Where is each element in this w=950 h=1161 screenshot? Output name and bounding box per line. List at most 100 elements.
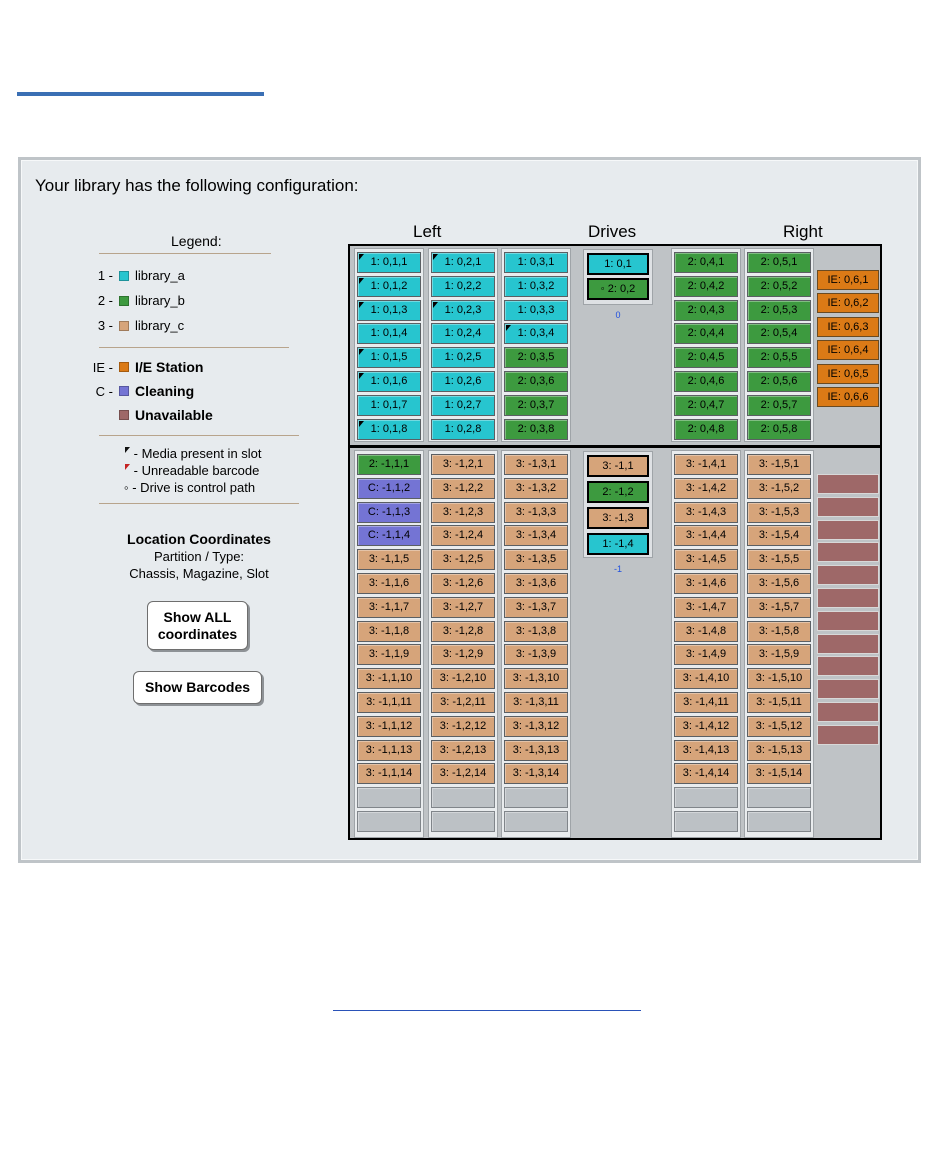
slot[interactable]: 3: -1,3,5	[504, 549, 568, 571]
slot[interactable]: 2: 0,5,1	[747, 252, 811, 273]
slot[interactable]: 3: -1,5,7	[747, 596, 811, 618]
empty-slot[interactable]	[747, 811, 811, 832]
slot[interactable]: 2: 0,5,5	[747, 347, 811, 369]
slot[interactable]: 3: -1,4,5	[674, 549, 738, 571]
slot[interactable]: 3: -1,2,4	[431, 525, 495, 547]
slot[interactable]: 3: -1,2,3	[431, 501, 495, 523]
slot[interactable]: 3: -1,3,7	[504, 596, 568, 618]
slot[interactable]: 1: 0,2,4	[431, 323, 495, 345]
slot[interactable]: 1: 0,2,5	[431, 347, 495, 369]
drive[interactable]: 3: -1,3	[587, 507, 649, 529]
slot[interactable]: 3: -1,1,5	[357, 549, 421, 571]
empty-slot[interactable]	[357, 811, 421, 832]
empty-slot[interactable]	[431, 811, 495, 832]
slot[interactable]: 3: -1,2,1	[431, 454, 495, 475]
drive[interactable]: ◦ 2: 0,2	[587, 278, 649, 300]
slot[interactable]: 3: -1,3,1	[504, 454, 568, 475]
slot[interactable]: 3: -1,2,12	[431, 715, 495, 737]
ie-slot[interactable]: IE: 0,6,4	[817, 340, 879, 361]
slot[interactable]: 3: -1,3,6	[504, 573, 568, 594]
slot[interactable]: 2: 0,5,2	[747, 275, 811, 297]
drive[interactable]: 1: -1,4	[587, 533, 649, 555]
slot[interactable]: 1: 0,1,8	[357, 418, 421, 440]
slot[interactable]: 3: -1,4,8	[674, 620, 738, 642]
slot[interactable]: 3: -1,4,10	[674, 668, 738, 690]
slot[interactable]: 3: -1,4,11	[674, 692, 738, 713]
slot[interactable]: 2: 0,4,8	[674, 418, 738, 440]
slot[interactable]: 3: -1,3,14	[504, 763, 568, 785]
slot[interactable]: 2: 0,4,6	[674, 371, 738, 392]
slot[interactable]: 3: -1,5,13	[747, 739, 811, 761]
slot[interactable]: 3: -1,5,2	[747, 477, 811, 499]
slot[interactable]: 3: -1,1,13	[357, 739, 421, 761]
slot[interactable]: 3: -1,2,2	[431, 477, 495, 499]
drive[interactable]: 2: -1,2	[587, 481, 649, 503]
slot[interactable]: C: -1,1,3	[357, 501, 421, 523]
empty-slot[interactable]	[674, 787, 738, 809]
slot[interactable]: 2: -1,1,1	[357, 454, 421, 475]
slot[interactable]: 2: 0,3,7	[504, 394, 568, 416]
slot[interactable]: 3: -1,1,9	[357, 644, 421, 666]
empty-slot[interactable]	[504, 811, 568, 832]
slot[interactable]: 2: 0,5,7	[747, 394, 811, 416]
slot[interactable]: 3: -1,4,13	[674, 739, 738, 761]
slot[interactable]: 3: -1,5,6	[747, 573, 811, 594]
slot[interactable]: 3: -1,5,8	[747, 620, 811, 642]
slot[interactable]: 3: -1,3,4	[504, 525, 568, 547]
ie-slot[interactable]: IE: 0,6,1	[817, 270, 879, 290]
slot[interactable]: 3: -1,5,9	[747, 644, 811, 666]
ie-slot[interactable]: IE: 0,6,3	[817, 316, 879, 337]
slot[interactable]: 3: -1,1,11	[357, 692, 421, 713]
slot[interactable]: 3: -1,3,8	[504, 620, 568, 642]
slot[interactable]: 3: -1,5,4	[747, 525, 811, 547]
slot[interactable]: 3: -1,4,6	[674, 573, 738, 594]
slot[interactable]: 3: -1,1,14	[357, 763, 421, 785]
slot[interactable]: 3: -1,2,6	[431, 573, 495, 594]
slot[interactable]: 3: -1,2,10	[431, 668, 495, 690]
slot[interactable]: 3: -1,5,3	[747, 501, 811, 523]
slot[interactable]: 1: 0,2,6	[431, 371, 495, 392]
ie-slot[interactable]: IE: 0,6,5	[817, 363, 879, 384]
slot[interactable]: 3: -1,2,7	[431, 596, 495, 618]
ie-slot[interactable]: IE: 0,6,2	[817, 293, 879, 314]
slot[interactable]: 3: -1,1,10	[357, 668, 421, 690]
slot[interactable]: 1: 0,1,5	[357, 347, 421, 369]
slot[interactable]: 1: 0,2,7	[431, 394, 495, 416]
slot[interactable]: 2: 0,4,2	[674, 275, 738, 297]
slot[interactable]: 2: 0,5,6	[747, 371, 811, 392]
slot[interactable]: 3: -1,4,14	[674, 763, 738, 785]
empty-slot[interactable]	[357, 787, 421, 809]
slot[interactable]: 1: 0,3,3	[504, 299, 568, 321]
slot[interactable]: C: -1,1,2	[357, 477, 421, 499]
slot[interactable]: 2: 0,5,4	[747, 323, 811, 345]
slot[interactable]: 1: 0,1,4	[357, 323, 421, 345]
slot[interactable]: 3: -1,2,13	[431, 739, 495, 761]
slot[interactable]: 3: -1,3,9	[504, 644, 568, 666]
slot[interactable]: 2: 0,4,1	[674, 252, 738, 273]
slot[interactable]: 1: 0,1,6	[357, 371, 421, 392]
slot[interactable]: 2: 0,5,3	[747, 299, 811, 321]
slot[interactable]: 1: 0,3,2	[504, 275, 568, 297]
empty-slot[interactable]	[674, 811, 738, 832]
slot[interactable]: 3: -1,5,14	[747, 763, 811, 785]
slot[interactable]: 3: -1,5,1	[747, 454, 811, 475]
slot[interactable]: 2: 0,4,7	[674, 394, 738, 416]
slot[interactable]: 1: 0,1,1	[357, 252, 421, 273]
show-all-coordinates-button[interactable]: Show ALL coordinates	[147, 601, 248, 650]
slot[interactable]: 3: -1,1,12	[357, 715, 421, 737]
slot[interactable]: 3: -1,4,2	[674, 477, 738, 499]
slot[interactable]: 2: 0,4,5	[674, 347, 738, 369]
slot[interactable]: 3: -1,2,11	[431, 692, 495, 713]
drive[interactable]: 1: 0,1	[587, 253, 649, 275]
slot[interactable]: 3: -1,5,11	[747, 692, 811, 713]
slot[interactable]: 1: 0,3,4	[504, 323, 568, 345]
slot[interactable]: 1: 0,2,2	[431, 275, 495, 297]
slot[interactable]: 3: -1,4,7	[674, 596, 738, 618]
empty-slot[interactable]	[431, 787, 495, 809]
slot[interactable]: 3: -1,4,12	[674, 715, 738, 737]
slot[interactable]: 3: -1,3,12	[504, 715, 568, 737]
slot[interactable]: 1: 0,2,8	[431, 418, 495, 440]
drive[interactable]: 3: -1,1	[587, 455, 649, 477]
slot[interactable]: 1: 0,1,7	[357, 394, 421, 416]
slot[interactable]: 3: -1,3,10	[504, 668, 568, 690]
